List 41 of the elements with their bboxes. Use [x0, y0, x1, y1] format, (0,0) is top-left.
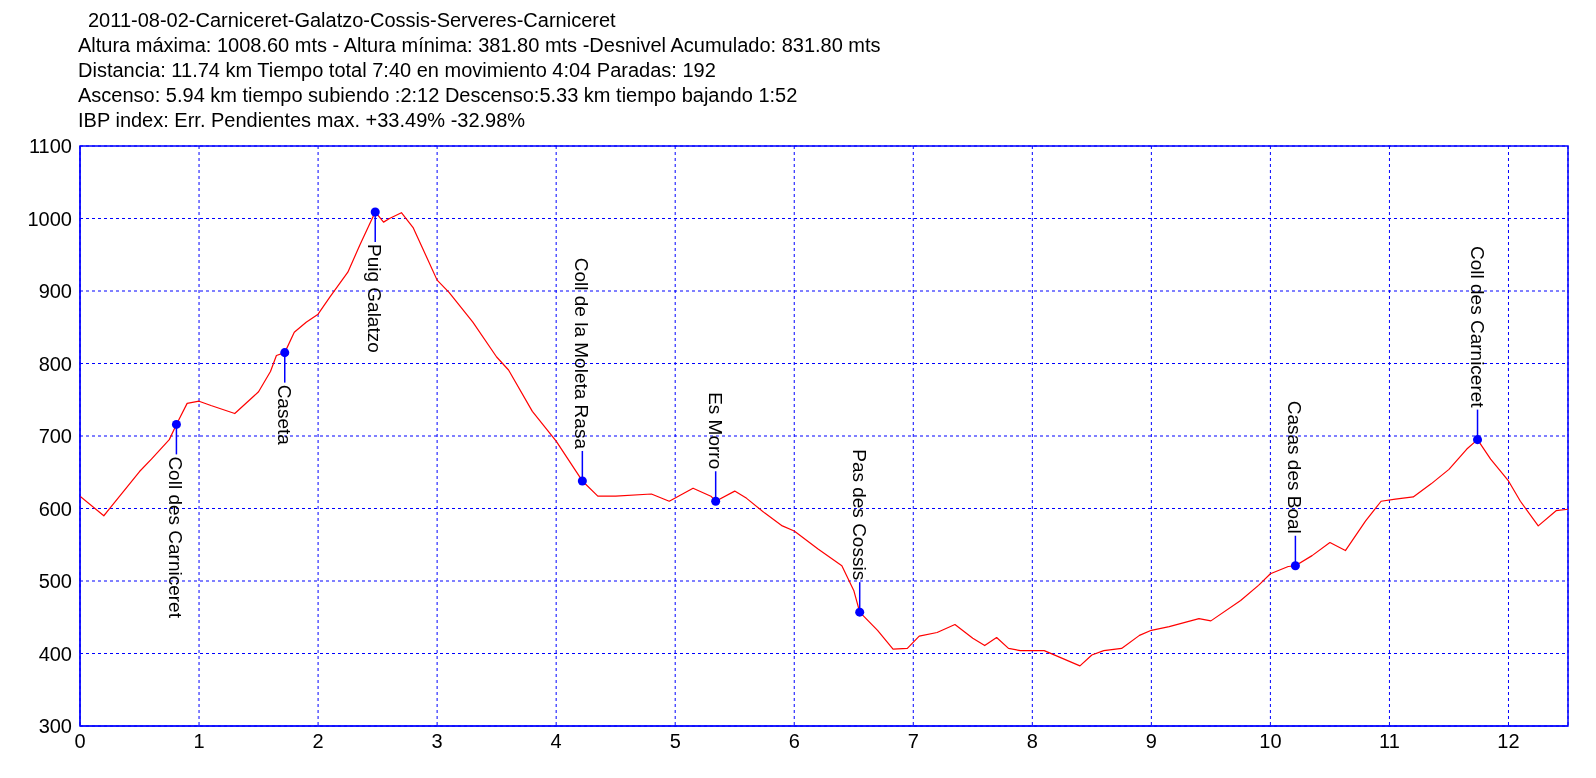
annotation: Coll des Carniceret	[1466, 246, 1488, 409]
x-tick-label: 12	[1497, 730, 1520, 753]
annotation: Coll de la Moleta Rasa	[571, 257, 593, 450]
y-tick-label: 300	[38, 715, 72, 738]
point	[1290, 561, 1300, 571]
x-tick-label: 1	[193, 730, 205, 753]
x-tick-label: 5	[669, 730, 681, 753]
x-tick-label: 0	[74, 730, 86, 753]
x-tick-label: 11	[1379, 730, 1400, 753]
annotation: Caseta	[273, 384, 295, 446]
text: Ascenso: 5.94 km tiempo subiendo :2:12 Descenso:5.33 km tiempo bajando 1:52	[78, 83, 799, 108]
y-tick-label: 1000	[27, 207, 72, 230]
x-tick-label: 2	[312, 730, 324, 753]
x-tick-label: 10	[1259, 730, 1282, 753]
y-tick-label: 500	[38, 570, 72, 593]
chart-subtitle: Altura máxima: 1008.60 mts - Altura mínima: 381.80 mts -Desnivel Acumulado: 831.80 mts	[78, 33, 882, 58]
text: IBP index: Err. Pendientes max. +33.49% -32.98%	[78, 108, 527, 133]
x-tick-label: 7	[907, 730, 919, 753]
point	[280, 348, 290, 358]
point	[171, 419, 181, 429]
annotation: Coll des Carniceret	[165, 456, 187, 619]
chart-title: 2011-08-02-Carniceret-Galatzo-Cossis-Serveres-Carniceret	[87, 8, 617, 33]
point	[711, 496, 721, 506]
x-tick-label: 8	[1026, 730, 1038, 753]
y-tick-label: 400	[38, 642, 72, 665]
y-tick-label: 1100	[28, 135, 72, 158]
annotation: Es Morro	[704, 392, 726, 470]
y-tick-label: 700	[38, 425, 72, 448]
y-tick-label: 800	[38, 352, 72, 375]
x-tick-label: 4	[550, 730, 562, 753]
point	[1473, 435, 1483, 445]
annotation: Puig Galatzo	[364, 243, 386, 353]
point	[855, 607, 865, 617]
y-tick-label: 600	[38, 497, 72, 520]
annotation: Pas des Cossis	[848, 449, 870, 581]
x-tick-label: 9	[1145, 730, 1157, 753]
x-tick-label: 6	[788, 730, 800, 753]
x-tick-label: 3	[431, 730, 443, 753]
annotation: Casas des Boal	[1284, 400, 1306, 534]
y-tick-label: 900	[38, 280, 72, 303]
text: Distancia: 11.74 km Tiempo total 7:40 en movimiento 4:04 Paradas: 192	[78, 58, 717, 83]
